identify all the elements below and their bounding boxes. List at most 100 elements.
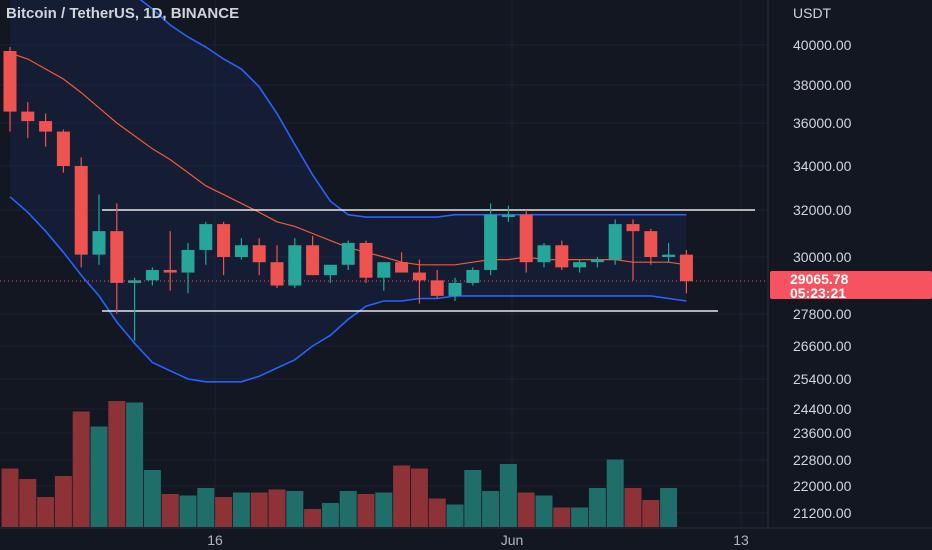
price-tick-label: 40000.00 [793,37,852,53]
volume-bar [499,464,517,527]
bollinger-upper [139,0,687,218]
candle-body [234,245,248,257]
volume-bar [660,488,678,527]
volume-bar [428,498,446,527]
candle-body [306,245,320,276]
volume-bar [375,492,393,527]
volume-bar [54,476,72,527]
volume-bar [357,494,375,527]
volume-bar [268,489,286,527]
volume-bar [339,491,357,527]
bollinger-fill [10,0,687,382]
candle-body [377,262,391,278]
candle-body [341,242,355,265]
volume-bar [624,488,642,527]
volume-bar [197,488,215,527]
volume-bar [642,500,660,527]
candle-body [626,224,640,232]
price-tick-label: 27800.00 [793,306,852,322]
candle-body [128,280,142,283]
volume-bar [90,426,108,527]
time-tick-label: 16 [207,532,223,548]
volume-bar [446,504,464,527]
price-tick-label: 22800.00 [793,452,852,468]
candle-body [395,262,409,273]
volume-bar [535,495,553,527]
volume-bar [126,402,144,527]
candle-body [181,249,195,273]
candle-body [359,242,373,278]
candle-body [252,245,266,263]
volume-bar [410,468,428,527]
candle-body [573,262,587,268]
candle-body [56,131,70,166]
candle-body [74,166,88,255]
candle-body [448,282,462,296]
volume-bar [72,411,90,527]
volume-bar [37,497,55,527]
candle-body [163,269,177,273]
candle-body [199,224,213,250]
volume-bar [321,503,339,527]
volume-bar [19,479,37,527]
volume-bar [571,507,589,527]
volume-bar [215,497,233,527]
volume-bar [108,401,126,527]
volume-bar [517,492,535,527]
candles [3,47,693,341]
time-tick-label: Jun [501,532,524,548]
candle-body [3,51,17,112]
candle-body [92,231,106,255]
volume-bar [588,488,606,527]
volume-bar [250,492,268,527]
candle-body [484,214,498,270]
time-scale[interactable]: 16 Jun 13 [207,532,749,548]
price-scale[interactable]: 40000.00 38000.00 36000.00 34000.00 32000.00… [793,37,852,521]
price-tick-label: 36000.00 [793,115,852,131]
candle-body [412,272,426,281]
current-price-badge [770,271,932,299]
candle-body [323,264,337,276]
candle-body [555,245,569,268]
candle-body [608,224,622,260]
chart-title: Bitcoin / TetherUS, 1D, BINANCE [6,5,239,22]
candle-body [145,269,159,281]
current-price-value: 29065.78 [790,271,849,287]
volume-bar [179,495,197,527]
price-tick-label: 30000.00 [793,249,852,265]
candle-body [217,224,231,257]
price-tick-label: 34000.00 [793,158,852,174]
volume-bar [143,470,161,527]
volume-bar [1,468,19,527]
candle-body [519,214,533,263]
price-tick-label: 22000.00 [793,478,852,494]
candle-body [662,254,676,257]
volume-bar [464,470,482,527]
candle-body [590,259,604,263]
price-tick-label: 24400.00 [793,401,852,417]
candle-body [466,269,480,283]
candle-body [110,231,124,283]
volume-bars [1,401,678,527]
price-tick-label: 32000.00 [793,202,852,218]
price-tick-label: 21200.00 [793,505,852,521]
time-tick-label: 13 [733,532,749,548]
volume-bar [161,494,179,527]
price-tick-label: 25400.00 [793,371,852,387]
bar-countdown: 05:23:21 [790,285,846,301]
bollinger-lower [9,196,687,383]
candle-body [288,245,302,286]
volume-bar [553,507,571,527]
volume-bar [393,465,411,527]
candle-body [501,214,515,218]
candle-body [270,262,284,286]
volume-bar [482,491,500,527]
horizontal-levels[interactable] [102,209,755,312]
volume-bar [286,491,304,527]
candle-body [39,121,53,132]
candle-body [644,231,658,257]
currency-label: USDT [793,5,832,21]
volume-bar [304,509,322,527]
